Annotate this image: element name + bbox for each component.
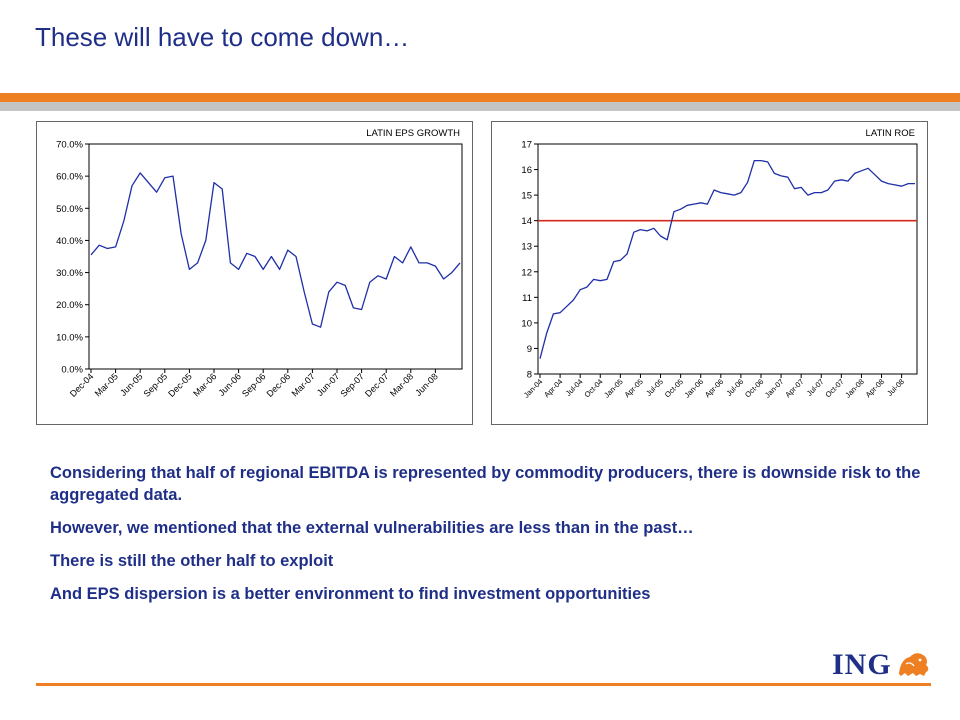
- x-tick-label: Jan-08: [843, 377, 866, 400]
- header-grey-band: [0, 102, 960, 111]
- x-tick-label: Mar-08: [388, 371, 415, 398]
- eps-growth-chart: LATIN EPS GROWTH 0.0% 10.0% 20.0% 30.0% 40.0%…: [36, 121, 473, 425]
- y-tick-label: 30.0%: [56, 268, 83, 279]
- x-tick-label: Mar-05: [93, 371, 120, 398]
- bullet-list: Considering that half of regional EBITDA…: [50, 462, 930, 616]
- y-tick-label: 10.0%: [56, 332, 83, 343]
- x-tick-label: Dec-05: [166, 371, 194, 399]
- y-tick-label: 20.0%: [56, 300, 83, 311]
- page-title: These will have to come down…: [35, 22, 410, 52]
- x-tick-label: Jul-05: [644, 377, 665, 398]
- y-tick-label: 13: [521, 242, 532, 253]
- bullet-item: Considering that half of regional EBITDA…: [50, 464, 921, 504]
- plot-area: [537, 143, 918, 375]
- x-tick-label: Jul-06: [724, 377, 745, 398]
- x-tick-label: Apr-06: [703, 377, 725, 399]
- series-line: [90, 172, 461, 328]
- chart-title: LATIN ROE: [866, 128, 915, 139]
- series-line: [539, 159, 915, 359]
- bullet-item: There is still the other half to exploit: [50, 552, 334, 570]
- x-tick-label: Sep-06: [240, 371, 268, 399]
- y-tick-label: 50.0%: [56, 204, 83, 215]
- x-tick-label: Oct-06: [743, 377, 765, 399]
- y-tick-label: 17: [521, 140, 532, 151]
- x-tick-label: Dec-06: [265, 371, 293, 399]
- x-tick-label: Oct-05: [663, 377, 685, 399]
- chart-title: LATIN EPS GROWTH: [366, 128, 460, 139]
- y-tick-label: 0.0%: [61, 365, 83, 376]
- x-tick-label: Jun-05: [118, 371, 145, 398]
- bullet-item: And EPS dispersion is a better environme…: [50, 585, 651, 603]
- y-tick-label: 15: [521, 191, 532, 202]
- x-tick-label: Jan-07: [763, 377, 786, 400]
- footer-orange-rule: [36, 683, 931, 686]
- x-tick-label: Jun-07: [315, 371, 342, 398]
- y-tick-label: 40.0%: [56, 236, 83, 247]
- x-tick-label: Apr-04: [542, 377, 564, 399]
- y-tick-label: 11: [522, 293, 532, 304]
- x-tick-label: Jun-06: [216, 371, 243, 398]
- x-tick-label: Sep-05: [142, 371, 170, 399]
- y-tick-label: 60.0%: [56, 172, 83, 183]
- x-tick-label: Dec-07: [363, 371, 391, 399]
- x-tick-label: Mar-06: [191, 371, 218, 398]
- roe-chart: LATIN ROE 8 9 10 11 12 13 14 15 16 17 Jan-04 Apr-04 J…: [491, 121, 928, 425]
- x-tick-label: Oct-04: [582, 377, 604, 399]
- y-tick-label: 9: [527, 344, 532, 355]
- x-tick-label: Jul-08: [885, 377, 906, 398]
- x-tick-label: Jun-08: [413, 371, 440, 398]
- bullet-item: However, we mentioned that the external …: [50, 519, 694, 537]
- x-tick-label: Jul-07: [805, 377, 826, 398]
- y-tick-label: 10: [521, 318, 532, 329]
- x-tick-label: Jan-06: [683, 377, 706, 400]
- x-tick-label: Oct-07: [823, 377, 845, 399]
- y-tick-label: 14: [521, 216, 532, 227]
- x-tick-label: Jan-04: [522, 377, 545, 400]
- x-tick-label: Sep-07: [338, 371, 366, 399]
- x-tick-label: Apr-05: [623, 377, 645, 399]
- y-tick-label: 70.0%: [56, 140, 83, 151]
- x-tick-label: Jul-04: [564, 377, 585, 398]
- x-tick-label: Jan-05: [602, 377, 625, 400]
- plot-area: [88, 143, 463, 370]
- eps-growth-chart-svg: LATIN EPS GROWTH 0.0% 10.0% 20.0% 30.0% 40.0%…: [56, 128, 463, 399]
- y-tick-label: 16: [521, 165, 532, 176]
- ing-logo: ING: [832, 648, 932, 682]
- x-tick-label: Apr-07: [783, 377, 805, 399]
- x-tick-label: Apr-08: [864, 377, 886, 399]
- header-orange-band: [0, 93, 960, 102]
- y-tick-label: 8: [527, 370, 532, 381]
- lion-icon: [899, 653, 929, 676]
- y-tick-label: 12: [521, 267, 532, 278]
- x-tick-label: Mar-07: [290, 371, 317, 398]
- logo-text: ING: [832, 648, 892, 681]
